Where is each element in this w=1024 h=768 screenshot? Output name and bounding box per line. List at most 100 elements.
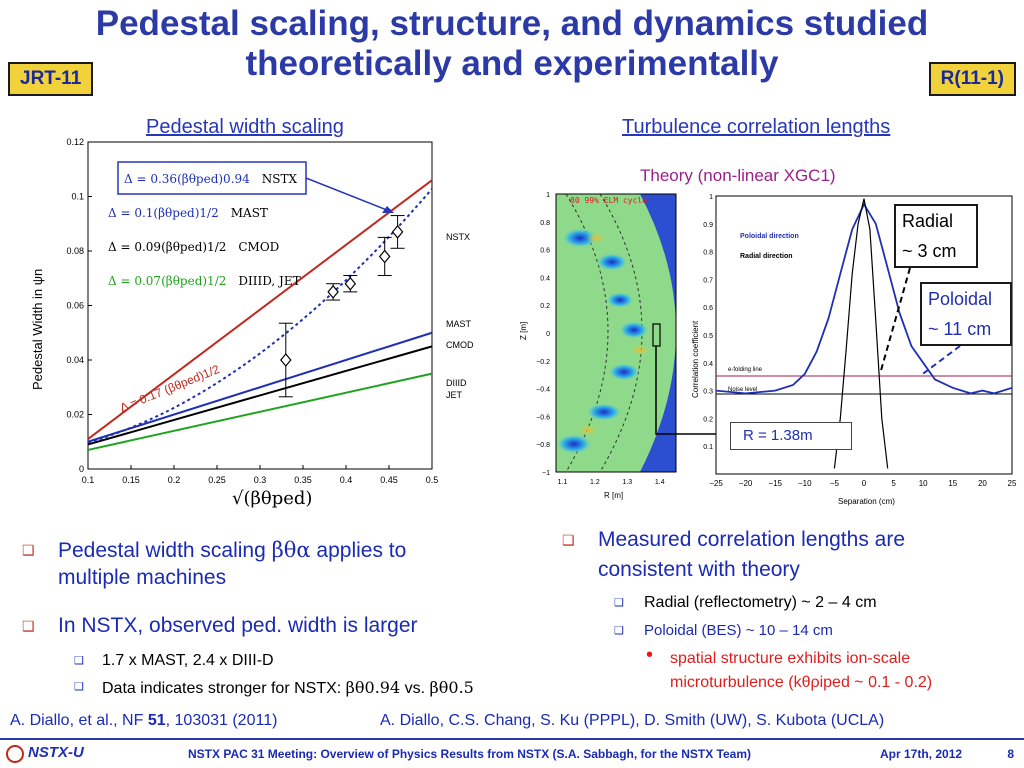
correlation-x-label: Separation (cm) xyxy=(838,497,895,506)
footer: NSTX-U NSTX PAC 31 Meeting: Overview of … xyxy=(0,738,1024,768)
y-tick-label: 0.06 xyxy=(66,301,84,311)
formula-nstx: Δ = 0.36(βθped)0.94 NSTX xyxy=(124,172,298,186)
corr-x-tick-label: −15 xyxy=(768,479,782,488)
footer-logo: NSTX-U xyxy=(28,744,84,761)
contour-y-tick-label: 1 xyxy=(546,192,550,199)
corr-y-tick-label: 0.4 xyxy=(703,361,713,368)
y-tick-label: 0.04 xyxy=(66,355,84,365)
pedestal-section-title: Pedestal width scaling xyxy=(146,116,344,138)
x-tick-label: 0.45 xyxy=(380,475,398,485)
x-tick-label: 0.2 xyxy=(168,475,181,485)
bullet-marker: ❑ xyxy=(22,542,35,558)
x-tick-label: 0.1 xyxy=(82,475,95,485)
contour-frame xyxy=(555,193,677,473)
nstx-dotted-curve xyxy=(87,188,433,444)
nstx-data-points xyxy=(280,224,404,367)
x-tick-label: 0.35 xyxy=(294,475,312,485)
diiid-fit-line xyxy=(87,372,433,451)
x-tick-label: 0.25 xyxy=(208,475,226,485)
nstx-arrow-head xyxy=(382,206,394,213)
data-point xyxy=(280,353,292,367)
line-label-jet: JET xyxy=(446,390,463,400)
corr-x-tick-label: −25 xyxy=(709,479,723,488)
x-ticks: 0.1 0.15 0.2 0.25 0.3 0.35 0.4 0.45 0.5 xyxy=(82,465,439,485)
radius-label-box: R = 1.38m xyxy=(730,422,852,450)
data-point xyxy=(391,224,404,239)
radial-curve xyxy=(833,198,889,469)
contour-y-tick-label: 0.2 xyxy=(540,303,550,310)
line-label-diiid: DIIID xyxy=(446,378,467,388)
x-tick-label: 0.5 xyxy=(426,475,439,485)
contour-y-tick-label: −1 xyxy=(542,470,550,477)
y-tick-label: 0.02 xyxy=(66,410,84,420)
bullet-right-1: Measured correlation lengths are xyxy=(598,528,906,551)
sub-sub-bullet-marker: • xyxy=(646,644,654,666)
sub-bullet-marker: ❑ xyxy=(74,655,84,667)
formula-mast: Δ = 0.1(βθped)1/2 MAST xyxy=(108,206,268,220)
line-label-nstx: NSTX xyxy=(446,232,470,242)
contour-blobs xyxy=(556,228,650,454)
poloidal-curve xyxy=(715,202,1013,395)
corr-x-tick-label: 5 xyxy=(891,479,896,488)
tag-left: JRT-11 xyxy=(8,62,94,96)
y-tick-label: 0 xyxy=(79,464,84,474)
pedestal-x-axis-label: √(βθped) xyxy=(232,488,313,509)
title-line-1: Pedestal scaling, structure, and dynamic… xyxy=(95,4,929,43)
contour-y-tick-label: −0.8 xyxy=(536,442,550,449)
corr-y-tick-label: 0.3 xyxy=(703,389,713,396)
efolding-label: e-folding line xyxy=(728,367,763,373)
contour-x-tick-label: 1.1 xyxy=(558,479,568,486)
corr-x-tick-label: −20 xyxy=(739,479,753,488)
line-label-mast: MAST xyxy=(446,319,472,329)
corr-y-tick-label: 0.9 xyxy=(703,222,713,229)
x-tick-label: 0.15 xyxy=(122,475,140,485)
legend-radial: Radial direction xyxy=(740,253,793,260)
contour-y-tick-label: 0 xyxy=(546,331,550,338)
contour-x-label: R [m] xyxy=(604,491,623,500)
footer-page-number: 8 xyxy=(1007,747,1014,761)
contour-title: 80 99% ELM cycle xyxy=(570,196,647,205)
tag-right: R(11-1) xyxy=(928,62,1016,96)
data-point xyxy=(327,284,339,299)
cmod-fit-line xyxy=(87,345,433,446)
corr-x-tick-label: 20 xyxy=(978,479,987,488)
contour-core-region xyxy=(640,194,676,472)
formula-diiid-jet: Δ = 0.07(βθped)1/2 DIIID, JET xyxy=(108,274,301,288)
bullet-right-sub-3: spatial structure exhibits ion-scale xyxy=(670,650,911,667)
nstx-arrow xyxy=(305,177,393,213)
corr-y-tick-label: 0.5 xyxy=(703,333,713,340)
citation-left: A. Diallo, et al., NF 51, 103031 (2011) xyxy=(10,712,278,729)
correlation-ticks: −25 −20 −15 −10 −5 0 5 10 15 20 25 0.1 0.2 0.3 0.4 0.5 0… xyxy=(703,194,1017,488)
contour-y-tick-label: −0.2 xyxy=(536,359,550,366)
formula-cmod: Δ = 0.09(βθped)1/2 CMOD xyxy=(108,240,280,254)
contour-y-tick-label: 0.8 xyxy=(540,220,550,227)
corr-x-tick-label: −5 xyxy=(830,479,840,488)
legend-poloidal: Poloidal direction xyxy=(740,233,799,240)
poloidal-callout: Poloidal ~ 11 cm xyxy=(920,282,1012,346)
contour-y-tick-label: 0.4 xyxy=(540,275,550,282)
bullet-right-sub-1: Radial (reflectometry) ~ 2 – 4 cm xyxy=(644,594,877,611)
poloidal-pointer xyxy=(919,339,969,377)
contour-y-tick-label: −0.4 xyxy=(536,387,550,394)
corr-x-tick-label: 0 xyxy=(862,479,867,488)
x-tick-label: 0.3 xyxy=(254,475,267,485)
title-line-2: theoretically and experimentally xyxy=(245,44,779,83)
x-tick-label: 0.4 xyxy=(340,475,353,485)
slide-title: Pedestal scaling, structure, and dynamic… xyxy=(0,4,1024,84)
footer-date: Apr 17th, 2012 xyxy=(880,747,963,761)
corr-y-tick-label: 0.6 xyxy=(703,305,713,312)
contour-x-tick-label: 1.2 xyxy=(590,479,600,486)
noise-label: Noise level xyxy=(728,387,757,393)
y-tick-label: 0.08 xyxy=(66,246,84,256)
contour-connector-line xyxy=(655,346,730,435)
bullet-marker: ❑ xyxy=(562,532,575,548)
corr-y-tick-label: 0.1 xyxy=(703,444,713,451)
corr-x-tick-label: 25 xyxy=(1008,479,1017,488)
correlation-y-label: Correlation coefficient xyxy=(691,320,700,398)
contour-y-tick-label: −0.6 xyxy=(536,414,550,421)
bullet-right-1-line2: consistent with theory xyxy=(598,558,800,581)
sub-bullet-marker: ❑ xyxy=(614,597,624,609)
bullet-left-1: Pedestal width scaling βθα applies to xyxy=(58,538,407,562)
